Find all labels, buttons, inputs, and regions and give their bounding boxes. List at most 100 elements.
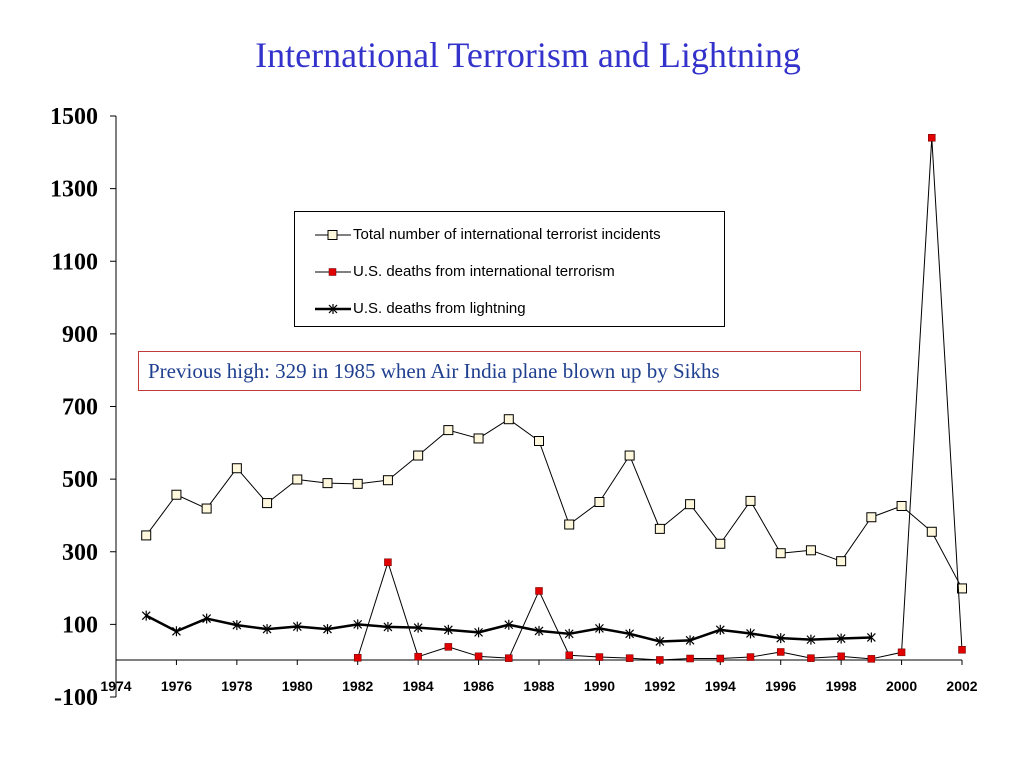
x-tick-label: 1982 [342, 678, 373, 694]
x-tick-label: 1990 [584, 678, 615, 694]
data-point [595, 653, 604, 661]
y-tick-label: 900 [62, 322, 98, 348]
series-1 [353, 134, 966, 664]
data-point [836, 556, 847, 567]
data-point [595, 623, 604, 634]
legend-label: U.S. deaths from international terrorism [353, 263, 615, 280]
y-tick-label: 1100 [51, 249, 98, 275]
data-point [443, 624, 453, 635]
data-point [231, 463, 242, 474]
x-tick-label: 1978 [221, 678, 252, 694]
data-point [292, 474, 303, 485]
data-point [625, 654, 634, 662]
legend-item-incidents: Total number of international terrorist … [295, 225, 724, 245]
data-point [383, 621, 393, 632]
data-point [958, 646, 966, 654]
data-point [201, 503, 212, 514]
data-point [624, 450, 635, 461]
legend-item-terrorism-deaths: U.S. deaths from international terrorism [295, 262, 724, 282]
y-tick-label: 300 [62, 540, 98, 566]
data-point [837, 652, 845, 661]
data-point [715, 624, 725, 635]
data-point [716, 654, 725, 663]
legend-item-lightning-deaths: U.S. deaths from lightning [295, 299, 724, 319]
data-point [534, 435, 544, 446]
legend-label: Total number of international terrorist … [353, 226, 661, 243]
y-tick-label: 1500 [50, 104, 98, 130]
filled-square-marker-icon [315, 268, 351, 276]
data-point [474, 627, 483, 638]
data-point [896, 500, 907, 511]
chart-title: International Terrorism and Lightning [255, 35, 801, 75]
data-point [443, 425, 454, 436]
x-tick-label: 1974 [100, 678, 131, 694]
y-tick-label: 500 [62, 467, 98, 493]
data-point [141, 610, 151, 621]
data-point [805, 545, 816, 556]
data-point [594, 497, 605, 508]
data-point [444, 643, 453, 651]
data-point [382, 475, 393, 486]
annotation-box: Previous high: 329 in 1985 when Air Indi… [138, 351, 861, 391]
y-tick-label: 100 [62, 612, 98, 638]
data-point [655, 636, 665, 647]
x-tick-label: 1976 [161, 678, 192, 694]
data-point [535, 587, 543, 595]
x-axis-ticks: 1974 1976 1978 1980 1982 1984 1986 1988 1990 1992… [100, 660, 978, 694]
data-point [746, 628, 755, 639]
data-point [353, 619, 363, 630]
data-point [171, 489, 182, 500]
data-point [172, 626, 181, 637]
data-point [262, 498, 273, 509]
data-point [625, 628, 635, 639]
y-axis-ticks: 1500 1300 1100 900 700 500 300 100 -100 [50, 104, 116, 711]
x-tick-label: 1988 [523, 678, 554, 694]
y-tick-label: 1300 [50, 177, 98, 203]
data-point [202, 613, 212, 624]
data-point [776, 648, 785, 656]
data-point [866, 632, 876, 643]
data-point [654, 523, 665, 534]
data-point [414, 652, 422, 661]
data-point [292, 621, 302, 632]
data-point [505, 654, 513, 662]
data-point [775, 548, 786, 559]
y-tick-label: -100 [54, 685, 98, 711]
data-point [656, 656, 664, 664]
star-marker-icon [315, 304, 351, 314]
data-point [746, 653, 755, 661]
data-point [897, 648, 906, 657]
data-point [413, 450, 424, 461]
x-tick-label: 2002 [946, 678, 977, 694]
x-tick-label: 1994 [705, 678, 736, 694]
data-point [262, 624, 272, 635]
data-point [686, 654, 694, 663]
data-point [473, 433, 484, 444]
data-point [715, 538, 726, 549]
series-layer [141, 134, 967, 664]
data-point [565, 651, 573, 659]
data-point [564, 628, 574, 639]
series-line [145, 418, 963, 589]
data-point [413, 622, 423, 633]
data-point [474, 652, 483, 661]
data-point [504, 619, 514, 630]
data-point [928, 134, 936, 142]
series-2 [141, 610, 876, 647]
data-point [323, 624, 332, 635]
data-point [141, 530, 152, 541]
data-point [807, 654, 815, 662]
data-point [322, 478, 333, 489]
data-point [384, 558, 392, 567]
data-point [685, 635, 695, 646]
data-point [232, 620, 242, 631]
series-0 [141, 414, 967, 594]
x-tick-label: 1992 [644, 678, 675, 694]
data-point [564, 519, 575, 530]
data-point [836, 633, 846, 644]
data-point [806, 634, 816, 645]
x-tick-label: 1986 [463, 678, 494, 694]
x-tick-label: 1998 [826, 678, 857, 694]
legend: Total number of international terrorist … [294, 211, 725, 327]
